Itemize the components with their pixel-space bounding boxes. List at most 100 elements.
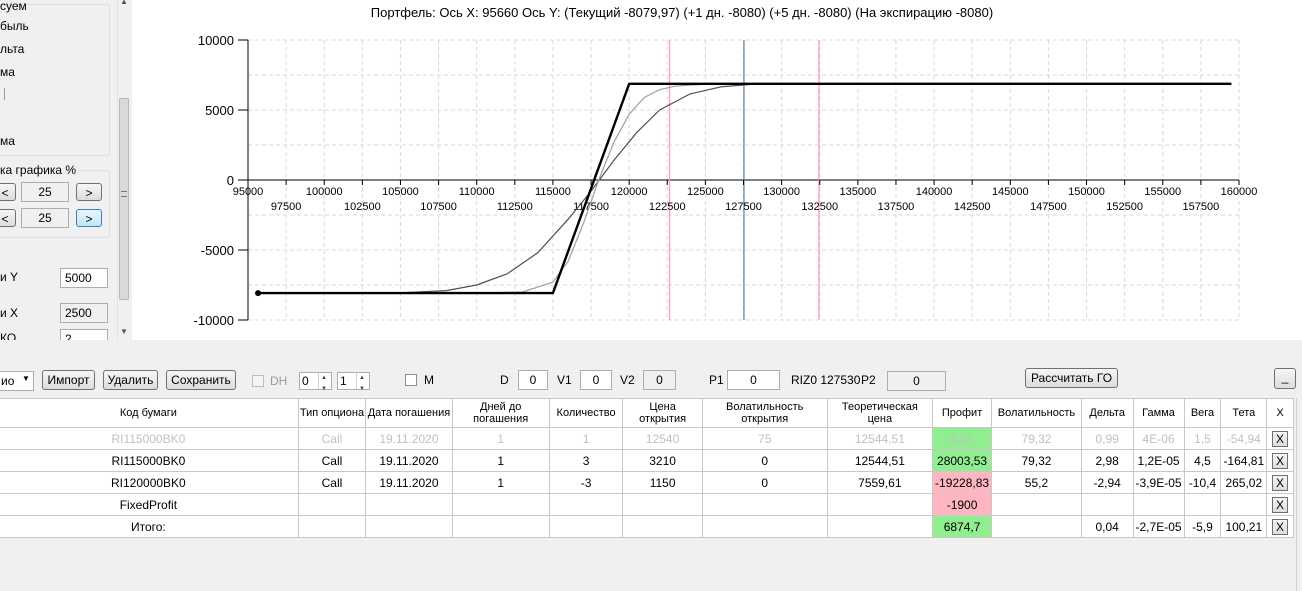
column-header[interactable]: Вега: [1183, 398, 1222, 428]
profit-cell[interactable]: 4,51: [932, 427, 993, 450]
table-cell[interactable]: 0: [701, 471, 828, 494]
payoff-chart-svg[interactable]: 10000 5000 0 -5000 -10000 95000 100000 105000 11…: [132, 0, 1302, 340]
extra-input[interactable]: 2: [60, 329, 108, 340]
table-cell[interactable]: [1132, 493, 1185, 516]
p1-input[interactable]: 0: [727, 370, 780, 390]
column-header[interactable]: Волатильность открытия: [701, 398, 828, 428]
column-header[interactable]: Количество: [548, 398, 624, 428]
column-header[interactable]: Код бумаги: [0, 398, 299, 428]
column-header[interactable]: Волатильность: [991, 398, 1082, 428]
chevron-down-icon[interactable]: ▼: [22, 374, 30, 383]
table-cell[interactable]: 3210: [622, 449, 703, 472]
table-cell[interactable]: [297, 493, 367, 516]
table-cell[interactable]: [826, 493, 934, 516]
table-cell[interactable]: 19.11.2020: [365, 427, 453, 450]
table-row[interactable]: Итого: 6874,7 0,04 -2,7E-05 -5,9 100,21 X: [0, 515, 1294, 538]
table-cell[interactable]: [548, 515, 624, 538]
step-y-input[interactable]: 5000: [60, 268, 108, 288]
table-cell[interactable]: 79,32: [991, 427, 1082, 450]
table-cell[interactable]: -2,94: [1080, 471, 1134, 494]
table-cell[interactable]: [451, 493, 550, 516]
profit-cell[interactable]: 6874,7: [932, 515, 993, 538]
remove-row-button[interactable]: X: [1272, 474, 1289, 491]
table-row[interactable]: FixedProfit -1900 X: [0, 493, 1294, 516]
save-button[interactable]: Сохранить: [166, 370, 236, 390]
column-header[interactable]: Профит: [932, 398, 993, 428]
remove-row-button[interactable]: X: [1272, 430, 1289, 447]
profit-cell[interactable]: -1900: [932, 493, 993, 516]
spin-arrows-icon[interactable]: [318, 370, 331, 397]
table-cell[interactable]: -5,9: [1183, 515, 1222, 538]
table-cell[interactable]: 1: [451, 471, 550, 494]
scrollbar-thumb[interactable]: [119, 98, 129, 300]
table-row[interactable]: RI115000BK0 Call 19.11.2020 1 1 12540 75 12544,…: [0, 427, 1294, 450]
table-cell[interactable]: Call: [297, 471, 367, 494]
display-item-label[interactable]: быль: [0, 19, 29, 33]
table-cell[interactable]: -10,4: [1183, 471, 1222, 494]
step1-next-button[interactable]: >: [76, 183, 102, 201]
p2-field[interactable]: 0: [887, 371, 946, 391]
display-item-label[interactable]: ма: [0, 134, 15, 148]
table-cell[interactable]: [297, 515, 367, 538]
scroll-down-icon[interactable]: ▼: [120, 327, 128, 336]
step1-prev-button[interactable]: <: [0, 183, 16, 201]
table-cell[interactable]: [1220, 493, 1268, 516]
minimize-button[interactable]: _: [1274, 368, 1296, 389]
dh-spin-2[interactable]: 1: [337, 370, 370, 397]
table-cell[interactable]: 1,2E-05: [1132, 449, 1185, 472]
table-cell[interactable]: RI115000BK0: [0, 449, 299, 472]
table-cell[interactable]: 12544,51: [826, 449, 934, 472]
table-cell[interactable]: 1: [548, 427, 624, 450]
table-cell[interactable]: 4E-06: [1132, 427, 1185, 450]
table-cell[interactable]: 100,21: [1220, 515, 1268, 538]
table-cell[interactable]: 19.11.2020: [365, 449, 453, 472]
table-cell[interactable]: 0: [701, 449, 828, 472]
table-cell[interactable]: 19.11.2020: [365, 471, 453, 494]
column-header[interactable]: Гамма: [1132, 398, 1185, 428]
dh-spin-1[interactable]: 0: [299, 370, 332, 397]
table-cell[interactable]: -3,9E-05: [1132, 471, 1185, 494]
profit-cell[interactable]: 28003,53: [932, 449, 993, 472]
table-cell[interactable]: [701, 493, 828, 516]
table-cell[interactable]: -164,81: [1220, 449, 1268, 472]
display-item-label[interactable]: льта: [0, 42, 25, 56]
remove-row-button[interactable]: X: [1272, 452, 1289, 469]
table-cell[interactable]: [365, 515, 453, 538]
payoff-chart[interactable]: Портфель: Ось X: 95660 Ось Y: (Текущий -…: [132, 0, 1302, 340]
column-header[interactable]: X: [1266, 398, 1294, 428]
table-cell[interactable]: 1150: [622, 471, 703, 494]
table-cell[interactable]: [701, 515, 828, 538]
table-cell[interactable]: -3: [548, 471, 624, 494]
table-cell[interactable]: RI120000BK0: [0, 471, 299, 494]
table-cell[interactable]: Итого:: [0, 515, 299, 538]
table-cell[interactable]: 0,04: [1080, 515, 1134, 538]
dh-checkbox[interactable]: [252, 375, 264, 387]
table-cell[interactable]: RI115000BK0: [0, 427, 299, 450]
table-cell[interactable]: 12544,51: [826, 427, 934, 450]
table-cell[interactable]: 7559,61: [826, 471, 934, 494]
display-item-label[interactable]: ма: [0, 65, 15, 79]
table-cell[interactable]: 1: [451, 427, 550, 450]
table-cell[interactable]: [1080, 493, 1134, 516]
table-cell[interactable]: 1: [451, 449, 550, 472]
table-cell[interactable]: 55,2: [991, 471, 1082, 494]
table-cell[interactable]: 265,02: [1220, 471, 1268, 494]
import-button[interactable]: Импорт: [42, 370, 95, 390]
table-cell[interactable]: [622, 493, 703, 516]
table-cell[interactable]: [622, 515, 703, 538]
remove-row-button[interactable]: X: [1272, 496, 1289, 513]
table-cell[interactable]: 75: [701, 427, 828, 450]
table-cell[interactable]: 12540: [622, 427, 703, 450]
column-header[interactable]: Дата погашения: [365, 398, 453, 428]
table-cell[interactable]: [826, 515, 934, 538]
table-cell[interactable]: -54,94: [1220, 427, 1268, 450]
step2-field[interactable]: 25: [21, 208, 69, 228]
table-row[interactable]: RI120000BK0 Call 19.11.2020 1 -3 1150 0 7559,61…: [0, 471, 1294, 494]
calc-margin-button[interactable]: Рассчитать ГО: [1025, 368, 1118, 388]
table-cell[interactable]: Call: [297, 449, 367, 472]
left-panel-scrollbar[interactable]: ▲ ▼: [117, 0, 131, 340]
table-cell[interactable]: -2,7E-05: [1132, 515, 1185, 538]
d-input[interactable]: 0: [518, 370, 548, 390]
display-item-label[interactable]: суем: [0, 0, 27, 13]
table-cell[interactable]: FixedProfit: [0, 493, 299, 516]
